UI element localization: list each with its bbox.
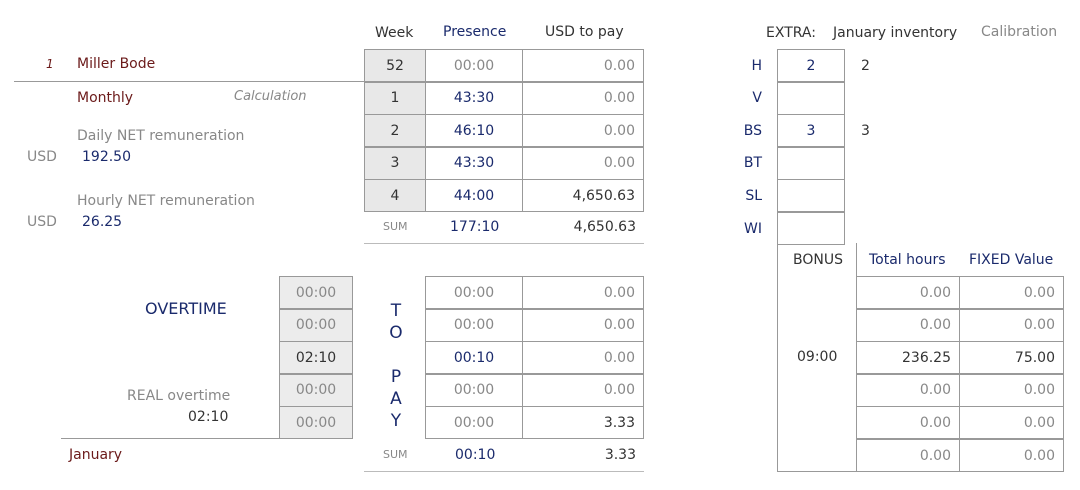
inventory-label: January inventory <box>833 25 958 41</box>
divider <box>14 81 364 82</box>
overtime-label: OVERTIME <box>145 299 227 318</box>
overtime-cell[interactable]: 00:00 <box>279 308 353 342</box>
presence-cell[interactable]: 00:00 <box>425 49 523 82</box>
extra-value-cell[interactable]: 3 <box>777 114 845 148</box>
overtime-cell[interactable]: 00:00 <box>279 406 353 440</box>
total-hours-header: Total hours <box>869 252 946 268</box>
to-pay-amount-cell: 0.00 <box>522 276 644 309</box>
bonus-total-cell: 0.00 <box>856 406 960 440</box>
overtime-cell[interactable]: 00:00 <box>279 373 353 407</box>
week-cell: 4 <box>364 179 426 213</box>
bonus-fixed-cell[interactable]: 0.00 <box>959 276 1064 309</box>
employee-name[interactable]: Miller Bode <box>77 56 156 72</box>
usd-cell: 0.00 <box>522 49 644 82</box>
extra-code: SL <box>745 187 762 204</box>
bonus-total-cell: 0.00 <box>856 373 960 407</box>
week-header: Week <box>375 25 414 41</box>
week-cell: 2 <box>364 114 426 148</box>
divider <box>364 243 644 244</box>
extra-calibration: 2 <box>861 57 870 74</box>
bonus-fixed-cell[interactable]: 75.00 <box>959 341 1064 375</box>
pay-type: Monthly <box>77 90 134 106</box>
usd-cell: 0.00 <box>522 81 644 115</box>
extra-value-cell[interactable] <box>777 81 845 115</box>
hourly-remuneration-value: 26.25 <box>82 214 123 230</box>
calibration-label: Calibration <box>981 24 1058 40</box>
weeks-sum-usd: 4,650.63 <box>573 219 636 235</box>
daily-currency: USD <box>27 149 57 165</box>
presence-cell[interactable]: 43:30 <box>425 81 523 115</box>
week-cell: 1 <box>364 81 426 115</box>
to-pay-amount-cell: 3.33 <box>522 406 644 440</box>
extra-code: V <box>752 90 762 107</box>
bonus-total-cell: 0.00 <box>856 439 960 472</box>
presence-cell[interactable]: 44:00 <box>425 179 523 213</box>
extra-label: EXTRA: <box>766 25 816 41</box>
calculation-link[interactable]: Calculation <box>234 89 307 104</box>
extra-code: BS <box>743 122 762 139</box>
extra-calibration <box>861 82 901 115</box>
real-overtime-label: REAL overtime <box>127 388 231 404</box>
hourly-currency: USD <box>27 214 57 230</box>
divider <box>61 438 353 439</box>
hourly-remuneration-label: Hourly NET remuneration <box>77 193 255 209</box>
presence-cell[interactable]: 43:30 <box>425 146 523 180</box>
weeks-sum-presence: 177:10 <box>450 219 500 235</box>
week-cell: 3 <box>364 146 426 180</box>
to-pay-sum-time: 00:10 <box>455 447 496 463</box>
usd-cell: 4,650.63 <box>522 179 644 213</box>
extra-code: H <box>751 57 762 74</box>
bonus-total-cell: 0.00 <box>856 308 960 342</box>
extra-calibration <box>861 147 901 180</box>
bonus-fixed-cell[interactable]: 0.00 <box>959 308 1064 342</box>
bonus-box <box>777 243 857 472</box>
bonus-total-cell: 0.00 <box>856 276 960 309</box>
usd-cell: 0.00 <box>522 114 644 148</box>
extra-code: WI <box>744 220 762 237</box>
to-pay-time-cell[interactable]: 00:00 <box>425 373 523 407</box>
extra-value-cell[interactable]: 2 <box>777 49 845 82</box>
extra-calibration <box>861 179 901 212</box>
usd-cell: 0.00 <box>522 146 644 180</box>
to-pay-sum-amount: 3.33 <box>604 447 636 463</box>
bonus-fixed-cell[interactable]: 0.00 <box>959 373 1064 407</box>
bonus-total-cell: 236.25 <box>856 341 960 375</box>
extra-calibration: 3 <box>861 122 870 139</box>
bonus-hours: 09:00 <box>797 349 838 365</box>
daily-remuneration-value: 192.50 <box>82 149 131 165</box>
to-pay-amount-cell: 0.00 <box>522 308 644 342</box>
to-pay-time-cell[interactable]: 00:00 <box>425 308 523 342</box>
fixed-value-header: FIXED Value <box>969 252 1054 268</box>
to-pay-sum-label: SUM <box>383 448 408 461</box>
overtime-cell[interactable]: 02:10 <box>279 341 353 375</box>
bonus-fixed-cell[interactable]: 0.00 <box>959 406 1064 440</box>
usd-to-pay-header: USD to pay <box>545 24 624 40</box>
weeks-sum-label: SUM <box>383 220 408 233</box>
week-cell: 52 <box>364 49 426 82</box>
overtime-cell[interactable]: 00:00 <box>279 276 353 309</box>
presence-header: Presence <box>443 24 507 40</box>
bonus-fixed-cell[interactable]: 0.00 <box>959 439 1064 472</box>
month-label: January <box>69 447 123 463</box>
to-pay-time-cell[interactable]: 00:10 <box>425 341 523 375</box>
to-pay-amount-cell: 0.00 <box>522 341 644 375</box>
divider <box>364 471 644 472</box>
real-overtime-value: 02:10 <box>188 409 229 425</box>
to-pay-amount-cell: 0.00 <box>522 373 644 407</box>
to-pay-time-cell[interactable]: 00:00 <box>425 406 523 440</box>
extra-value-cell[interactable] <box>777 146 845 180</box>
presence-cell[interactable]: 46:10 <box>425 114 523 148</box>
employee-index: 1 <box>46 57 54 71</box>
bonus-label: BONUS <box>793 252 843 268</box>
extra-value-cell[interactable] <box>777 179 845 213</box>
to-pay-time-cell[interactable]: 00:00 <box>425 276 523 309</box>
daily-remuneration-label: Daily NET remuneration <box>77 128 245 144</box>
extra-code: BT <box>743 155 762 172</box>
extra-value-cell[interactable] <box>777 212 845 245</box>
extra-calibration <box>861 212 901 245</box>
